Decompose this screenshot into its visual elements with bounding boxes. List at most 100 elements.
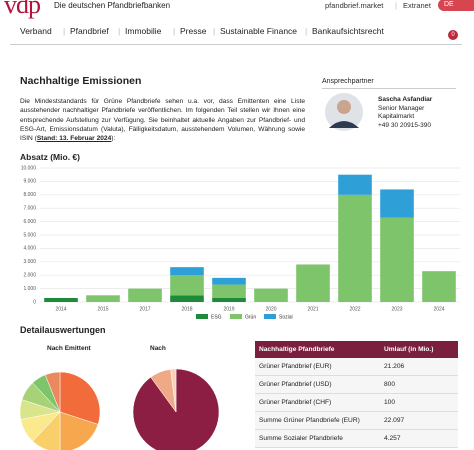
nav-item[interactable]: Immobilie — [125, 26, 162, 36]
bar-segment — [170, 295, 204, 302]
stand-link[interactable]: Stand: 13. Februar 2024 — [36, 135, 112, 143]
x-tick-label: 2019 — [223, 306, 234, 312]
table-row: Grüner Pfandbrief (USD) 800 — [255, 375, 458, 394]
table-row: Summe Grüner Pfandbriefe (EUR) 22.097 — [255, 411, 458, 430]
y-tick-label: 6.000 — [23, 219, 36, 225]
nav-separator: | — [118, 26, 121, 36]
y-tick-label: 0 — [33, 299, 36, 305]
contact-role: Senior Manager — [378, 104, 425, 112]
table-row: Grüner Pfandbrief (EUR) 21.206 — [255, 358, 458, 376]
x-tick-label: 2024 — [433, 306, 444, 312]
table-cell: 800 — [380, 375, 458, 394]
x-tick-label: 2022 — [349, 306, 360, 312]
bar-segment — [86, 295, 120, 302]
bar-segment — [212, 284, 246, 298]
bar-segment — [380, 217, 414, 302]
bar-segment — [170, 275, 204, 296]
table-header: Nachhaltige Pfandbriefe — [255, 341, 380, 358]
y-tick-label: 4.000 — [23, 246, 36, 252]
nav-item[interactable]: Presse — [180, 26, 207, 36]
avatar — [325, 93, 363, 131]
nav-item[interactable]: Verband — [20, 26, 52, 36]
bar-segment — [338, 174, 372, 195]
x-tick-label: 2020 — [265, 306, 276, 312]
bar-segment — [422, 271, 456, 302]
bar-segment — [338, 194, 372, 302]
y-tick-label: 10.000 — [21, 165, 37, 171]
x-tick-label: 2018 — [181, 306, 192, 312]
y-tick-label: 8.000 — [23, 192, 36, 198]
table-cell: Grüner Pfandbrief (EUR) — [255, 358, 380, 376]
chart-title: Absatz (Mio. €) — [20, 152, 80, 162]
table-cell: Grüner Pfandbrief (USD) — [255, 375, 380, 394]
section-title: Nachhaltige Emissionen — [20, 75, 142, 87]
pie-slice — [59, 371, 101, 425]
x-tick-label: 2017 — [139, 306, 150, 312]
pies — [19, 368, 220, 450]
bar-segment — [380, 189, 414, 218]
contact-divider — [322, 88, 456, 89]
legend-label: Grün — [245, 314, 256, 320]
intro-text: Die Mindeststandards für Grüne Pfandbrie… — [20, 97, 305, 143]
nav-item[interactable]: Bankaufsichtsrecht — [312, 26, 384, 36]
table-header: Umlauf (in Mio.) — [380, 341, 458, 358]
pie-slice — [59, 411, 99, 450]
intro: Die Mindeststandards für Grüne Pfandbrie… — [20, 98, 305, 143]
top-link[interactable]: Extranet — [403, 1, 431, 10]
details-title: Detailauswertungen — [20, 325, 106, 335]
contact-heading: Ansprechpartner — [322, 78, 374, 85]
pie-title: Nach Emittent — [47, 345, 91, 352]
pie-slice — [170, 368, 177, 413]
legend-swatch — [196, 314, 208, 319]
y-tick-label: 7.000 — [23, 206, 36, 212]
bar-segment — [254, 288, 288, 302]
legend-label: ESG — [211, 314, 222, 320]
table: Nachhaltige Pfandbriefe Umlauf (in Mio.)… — [255, 341, 458, 448]
y-tick-label: 3.000 — [23, 259, 36, 265]
chart: 0 1.000 2.000 3.000 4.000 5.000 6.000 7.000 8.00… — [21, 165, 460, 320]
table-cell: 21.206 — [380, 358, 458, 376]
top-link[interactable]: pfandbrief.market — [325, 1, 384, 10]
nav-separator: | — [173, 26, 176, 36]
bar-segment — [44, 297, 78, 302]
contact-department: Kapitalmarkt — [378, 113, 415, 121]
pie-slice — [132, 368, 220, 450]
legend-label: Sozial — [279, 314, 293, 320]
contact-details: Sascha Asfandiar Senior Manager Kapitalm… — [378, 96, 432, 130]
contact-phone[interactable]: +49 30 20915-390 — [378, 121, 431, 129]
table-row: Grüner Pfandbrief (CHF) 100 — [255, 393, 458, 412]
table-row: Summe Sozialer Pfandbriefe 4.257 — [255, 429, 458, 448]
x-tick-label: 2023 — [391, 306, 402, 312]
badge[interactable]: 0 — [448, 30, 458, 40]
nav-separator: | — [63, 26, 66, 36]
y-tick-label: 1.000 — [23, 286, 36, 292]
table-cell: 4.257 — [380, 429, 458, 448]
x-tick-label: 2014 — [55, 306, 66, 312]
y-tick-label: 9.000 — [23, 179, 36, 185]
nav-separator: | — [305, 26, 308, 36]
table-cell: Summe Grüner Pfandbriefe (EUR) — [255, 411, 380, 430]
table-cell: 22.097 — [380, 411, 458, 430]
bar-segment — [128, 288, 162, 302]
bar-segment — [212, 277, 246, 285]
bar-segment — [296, 264, 330, 302]
table-cell: Grüner Pfandbrief (CHF) — [255, 393, 380, 412]
pie-title: Nach — [150, 345, 166, 352]
language-button[interactable]: DE — [438, 0, 474, 11]
separator: | — [395, 1, 397, 10]
x-tick-label: 2015 — [97, 306, 108, 312]
nav-item[interactable]: Pfandbrief — [70, 26, 109, 36]
logo[interactable]: vdp — [4, 0, 41, 19]
contact-name: Sascha Asfandiar — [378, 96, 433, 103]
legend-swatch — [264, 314, 276, 319]
legend-swatch — [230, 314, 242, 319]
bar-segment — [170, 267, 204, 276]
bar-segment — [212, 297, 246, 302]
nav-item[interactable]: Sustainable Finance — [220, 26, 298, 36]
table-cell: Summe Sozialer Pfandbriefe — [255, 429, 380, 448]
y-tick-label: 2.000 — [23, 273, 36, 279]
intro-end: ): — [111, 135, 116, 143]
logo-subtitle: Die deutschen Pfandbriefbanken — [54, 1, 171, 10]
